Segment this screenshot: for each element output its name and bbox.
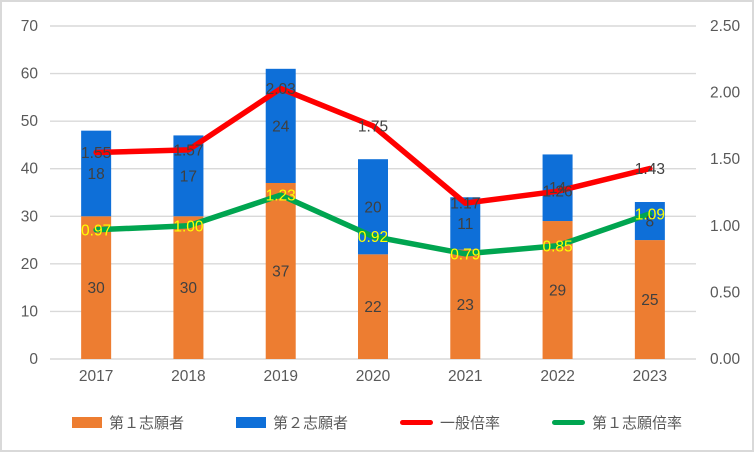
left-axis-tick-label: 10 [21, 303, 39, 320]
data-label: 0.92 [358, 229, 388, 246]
bar-segment [173, 216, 204, 359]
left-axis-tick-label: 50 [21, 113, 39, 130]
data-label: 0.97 [81, 222, 111, 239]
line-series [93, 192, 653, 257]
data-label: 0.85 [542, 238, 572, 255]
data-label: 14 [549, 180, 567, 197]
data-label: 1.23 [266, 188, 296, 205]
data-label: 29 [549, 283, 566, 300]
data-label: 0.79 [450, 246, 480, 263]
bar-segment [358, 254, 388, 359]
left-axis-tick-label: 70 [21, 18, 39, 35]
x-axis-category-label: 2020 [356, 368, 391, 385]
x-axis-category-label: 2018 [171, 368, 205, 385]
data-label: 25 [641, 292, 658, 309]
right-axis-tick-label: 0.50 [710, 284, 741, 301]
x-axis-category-label: 2019 [263, 368, 297, 385]
left-axis-tick-label: 30 [21, 208, 39, 225]
legend-label: 第１志願者 [108, 414, 184, 432]
bar-segment [81, 216, 112, 359]
right-axis-tick-label: 2.50 [710, 18, 741, 35]
legend-item-second-choice-applicants: 第２志願者 [235, 412, 348, 433]
data-label: 1.55 [81, 145, 111, 162]
data-label: 1.00 [173, 218, 204, 235]
bar-segment [450, 249, 481, 359]
data-label: 30 [88, 280, 106, 297]
left-axis-tick-label: 60 [21, 66, 39, 83]
right-axis-tick-label: 1.00 [710, 218, 741, 235]
bar-segment [634, 202, 665, 241]
left-axis-tick-label: 20 [21, 256, 39, 273]
data-label: 11 [457, 216, 473, 233]
x-axis-category-label: 2021 [448, 368, 482, 385]
combo-chart-canvas: 0 10 20 30 40 50 60 70 0.00 0.50 1.00 1.50 2.00 2.50 2… [21, 18, 741, 385]
x-axis-category-label: 2023 [633, 368, 667, 385]
data-label: 8 [646, 214, 655, 231]
legend-label: 第１志願倍率 [592, 414, 683, 432]
data-label: 17 [180, 168, 197, 185]
line-series [93, 85, 653, 206]
legend-item-general-ratio: 一般倍率 [400, 412, 500, 433]
data-label: 1.17 [450, 196, 480, 213]
legend-line-swatch-green [552, 419, 586, 425]
data-label: 37 [272, 263, 289, 280]
bar-segment [265, 182, 296, 359]
legend-line-swatch-red [400, 419, 433, 425]
data-label: 24 [272, 118, 290, 135]
chart-legend: 第１志願者 第２志願者 一般倍率 第１志願倍率 [2, 406, 752, 438]
data-label: 2.03 [266, 81, 296, 98]
legend-label: 一般倍率 [440, 414, 501, 432]
data-label: 1.09 [635, 206, 665, 223]
right-axis-tick-label: 0.00 [710, 351, 741, 368]
data-label: 1.57 [173, 142, 203, 159]
data-label: 20 [364, 199, 382, 216]
left-axis-tick-label: 40 [21, 161, 39, 178]
bar-segment [81, 130, 112, 217]
bar-segment [450, 197, 481, 250]
right-axis-tick-label: 2.00 [710, 85, 741, 102]
data-label: 23 [457, 297, 474, 314]
data-label: 18 [88, 166, 105, 183]
data-label: 22 [364, 299, 381, 316]
left-axis-tick-label: 0 [29, 351, 38, 368]
data-label: 1.43 [635, 161, 665, 178]
right-axis-tick-label: 1.50 [710, 151, 741, 168]
x-axis-category-label: 2017 [79, 368, 113, 385]
legend-item-first-choice-ratio: 第１志願倍率 [552, 412, 682, 433]
data-label: 30 [180, 280, 198, 297]
data-label: 1.26 [542, 184, 572, 201]
data-label: 1.75 [358, 118, 388, 135]
x-axis-category-label: 2022 [540, 368, 574, 385]
legend-bar-swatch-blue [235, 416, 266, 428]
legend-label: 第２志願者 [272, 414, 348, 432]
bar-segment [634, 240, 665, 359]
legend-bar-swatch-orange [71, 416, 102, 428]
legend-item-first-choice-applicants: 第１志願者 [71, 412, 184, 433]
